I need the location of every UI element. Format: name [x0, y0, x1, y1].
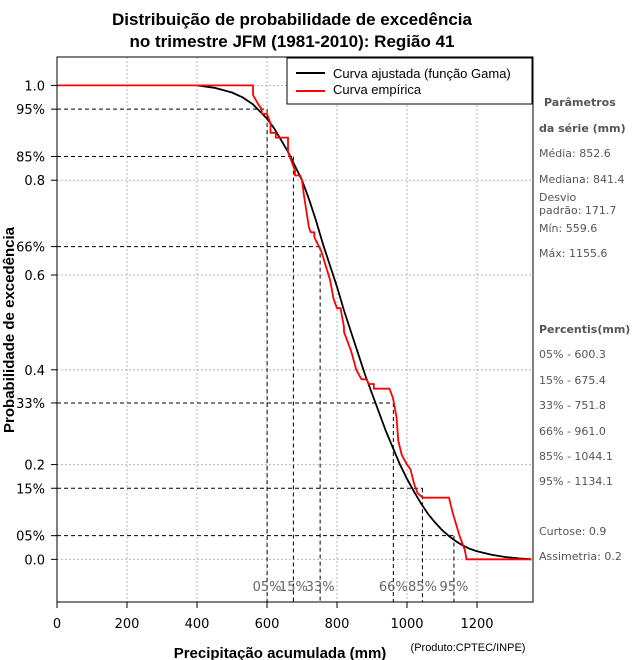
percentis-heading: Percentis(mm)	[539, 323, 630, 336]
percentile-label: 66%	[379, 580, 408, 595]
x-tick-label: 1000	[390, 617, 423, 632]
legend-label-empirical: Curva empírica	[333, 82, 422, 97]
stat-media: Média: 852.6	[539, 147, 611, 160]
y-tick-label: 0.4	[24, 364, 45, 379]
x-axis: 0 200 400 600 800 1000 1200	[53, 602, 494, 632]
x-tick-label: 400	[185, 617, 210, 632]
percentil-95: 95% - 1134.1	[539, 475, 613, 488]
legend-box	[286, 57, 533, 105]
percentile-labels: 05%15%33% 66% 85% 95%	[253, 580, 469, 595]
x-tick-label: 800	[325, 617, 350, 632]
stat-curtose: Curtose: 0.9	[539, 525, 606, 538]
series-layer	[57, 84, 532, 561]
percentile-label: 33%	[306, 580, 335, 595]
stat-desvio-1: Desvio	[539, 191, 577, 204]
stat-desvio-2: padrão: 171.7	[539, 204, 616, 217]
y-percent-tick-label: 15%	[16, 482, 45, 497]
x-tick-label: 600	[255, 617, 280, 632]
y-percent-tick-label: 05%	[16, 530, 45, 545]
credit-note: (Produto:CPTEC/INPE)	[411, 642, 526, 654]
x-axis-label: Precipitação acumulada (mm)	[174, 645, 387, 660]
chart-title: Distribuição de probabilidade de excedên…	[112, 10, 472, 29]
y-tick-label: 0.2	[24, 459, 45, 474]
y-tick-label: 0.8	[24, 174, 45, 189]
y-percent-tick-label: 85%	[16, 151, 45, 166]
legend: Curva ajustada (função Gama) Curva empír…	[286, 57, 533, 105]
stat-max: Máx: 1155.6	[539, 247, 607, 260]
stat-min: Mín: 559.6	[539, 222, 597, 235]
y-percent-tick-label: 33%	[16, 397, 45, 412]
chart-subtitle: no trimestre JFM (1981-2010): Região 41	[129, 32, 454, 51]
stat-assimetria: Assimetria: 0.2	[539, 550, 622, 563]
percentile-label: 85%	[408, 580, 437, 595]
stat-mediana: Mediana: 841.4	[539, 173, 624, 186]
y-tick-label: 0.6	[24, 269, 45, 284]
percentil-05: 05% - 600.3	[539, 348, 606, 361]
legend-label-fitted: Curva ajustada (função Gama)	[333, 66, 511, 81]
fitted-curve-line	[196, 84, 532, 561]
x-tick-label: 200	[115, 617, 140, 632]
percentil-15: 15% - 675.4	[539, 374, 606, 387]
empirical-curve-line	[57, 84, 532, 561]
plot-frame	[56, 56, 534, 603]
params-heading-2: da série (mm)	[539, 122, 626, 135]
percentile-label: 95%	[439, 580, 468, 595]
percentil-85: 85% - 1044.1	[539, 450, 613, 463]
params-heading-1: Parâmetros	[544, 96, 616, 109]
x-tick-label: 0	[53, 617, 61, 632]
y-percent-tick-label: 95%	[16, 103, 45, 118]
percentil-33: 33% - 751.8	[539, 399, 606, 412]
stats-sidebar: Parâmetros da série (mm) Média: 852.6 Me…	[539, 96, 630, 563]
y-tick-label: 1.0	[24, 79, 45, 94]
y-axis: 0.0 0.2 0.4 0.6 0.8 1.0	[24, 79, 57, 568]
percentile-label: 05%	[253, 580, 282, 595]
y-percent-tick-label: 66%	[16, 241, 45, 256]
x-tick-label: 1200	[460, 617, 493, 632]
y-axis-label: Probabilidade de excedência	[1, 226, 18, 433]
percentile-label: 15%	[279, 580, 308, 595]
grid	[56, 57, 533, 602]
y-percent-axis: 05% 15% 33% 66% 85% 95%	[16, 103, 57, 545]
percentil-66: 66% - 961.0	[539, 425, 606, 438]
percentile-lines	[57, 108, 455, 602]
y-tick-label: 0.0	[24, 553, 45, 568]
